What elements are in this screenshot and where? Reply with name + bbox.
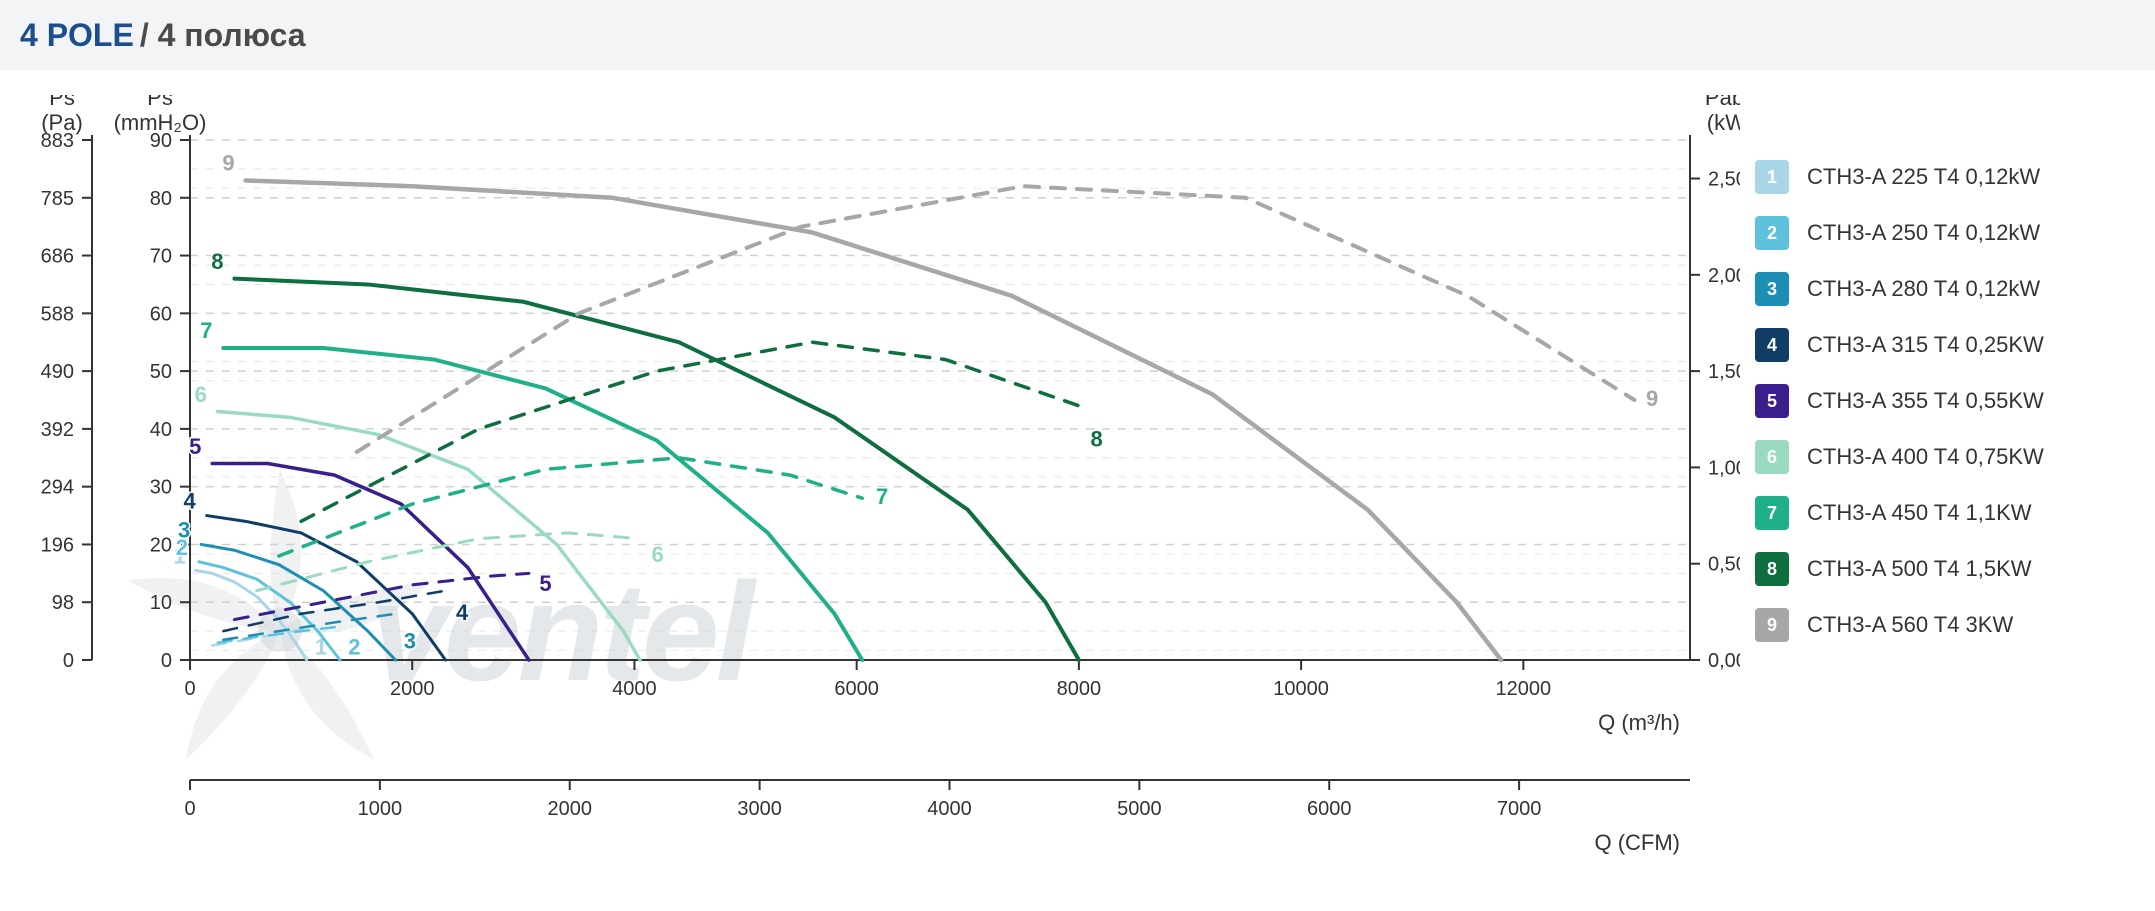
axis-x-tick-label: 4000: [612, 678, 657, 700]
axis-x-tick-label: 8000: [1057, 678, 1102, 700]
axis-y-pa-tick-label: 785: [41, 188, 74, 210]
legend-swatch-6: 6: [1755, 440, 1789, 474]
legend: 1 CTH3-A 225 T4 0,12kW 2 CTH3-A 250 T4 0,12…: [1755, 160, 2115, 664]
axis-y-mm-tick-label: 70: [150, 246, 172, 268]
legend-label-8: CTH3-A 500 T4 1,5KW: [1807, 556, 2032, 582]
axis-x-tick-label: 2000: [390, 678, 435, 700]
curve-pabs-9: [357, 186, 1635, 452]
axis-y-kw-tick-label: 1,00: [1708, 457, 1740, 479]
legend-item-5: 5 CTH3-A 355 T4 0,55KW: [1755, 384, 2115, 418]
legend-label-4: CTH3-A 315 T4 0,25KW: [1807, 332, 2044, 358]
axis-cfm-tick-label: 1000: [358, 798, 403, 820]
legend-item-4: 4 CTH3-A 315 T4 0,25KW: [1755, 328, 2115, 362]
axis-y-mm-title-bot: (mmH₂O): [114, 110, 207, 135]
axis-y-mm-title-top: Ps: [147, 95, 173, 110]
legend-swatch-8: 8: [1755, 552, 1789, 586]
legend-item-2: 2 CTH3-A 250 T4 0,12kW: [1755, 216, 2115, 250]
legend-swatch-3: 3: [1755, 272, 1789, 306]
axis-y-pa-tick-label: 294: [41, 477, 74, 499]
watermark-fan-blade: [186, 630, 280, 759]
axis-y-mm-tick-label: 40: [150, 419, 172, 441]
axis-y-mm-tick-label: 20: [150, 534, 172, 556]
curve-label-start-7: 7: [200, 318, 212, 343]
legend-item-9: 9 CTH3-A 560 T4 3KW: [1755, 608, 2115, 642]
axis-cfm-tick-label: 0: [184, 798, 195, 820]
legend-item-6: 6 CTH3-A 400 T4 0,75KW: [1755, 440, 2115, 474]
legend-label-3: CTH3-A 280 T4 0,12kW: [1807, 276, 2040, 302]
legend-item-1: 1 CTH3-A 225 T4 0,12kW: [1755, 160, 2115, 194]
curve-label-end-6: 6: [652, 542, 664, 567]
axis-x-tick-label: 6000: [834, 678, 879, 700]
axis-y-pa-tick-label: 490: [41, 361, 74, 383]
curve-pabs-8: [301, 342, 1079, 521]
axis-y-pa-title-bot: (Pa): [41, 110, 83, 135]
legend-item-7: 7 CTH3-A 450 T4 1,1KW: [1755, 496, 2115, 530]
axis-cfm-tick-label: 2000: [547, 798, 592, 820]
legend-swatch-9: 9: [1755, 608, 1789, 642]
legend-label-9: CTH3-A 560 T4 3KW: [1807, 612, 2013, 638]
title-accent: 4 POLE: [20, 17, 134, 54]
axis-y-mm-tick-label: 30: [150, 477, 172, 499]
title-bar: 4 POLE / 4 полюса: [0, 0, 2155, 70]
curve-label-end-2: 2: [348, 634, 360, 659]
axis-x-tick-label: 0: [184, 678, 195, 700]
curve-label-start-4: 4: [184, 489, 197, 514]
axis-y-pa-tick-label: 392: [41, 419, 74, 441]
curve-label-end-9: 9: [1646, 386, 1658, 411]
page-root: 4 POLE / 4 полюса ventel0200040006000800…: [0, 0, 2155, 911]
legend-swatch-1: 1: [1755, 160, 1789, 194]
curve-label-end-7: 7: [876, 484, 888, 509]
legend-label-2: CTH3-A 250 T4 0,12kW: [1807, 220, 2040, 246]
legend-item-8: 8 CTH3-A 500 T4 1,5KW: [1755, 552, 2115, 586]
axis-cfm-tick-label: 4000: [927, 798, 972, 820]
curve-label-start-3: 3: [178, 518, 190, 543]
legend-swatch-7: 7: [1755, 496, 1789, 530]
axis-y-pa-tick-label: 0: [63, 650, 74, 672]
axis-y-mm-tick-label: 60: [150, 303, 172, 325]
curve-label-end-3: 3: [404, 629, 416, 654]
legend-swatch-5: 5: [1755, 384, 1789, 418]
axis-cfm-tick-label: 5000: [1117, 798, 1162, 820]
axis-y-kw-tick-label: 0,00: [1708, 650, 1740, 672]
axis-y-pa-title-top: Ps: [49, 95, 75, 110]
legend-label-5: CTH3-A 355 T4 0,55KW: [1807, 388, 2044, 414]
legend-label-1: CTH3-A 225 T4 0,12kW: [1807, 164, 2040, 190]
axis-y-kw-tick-label: 1,50: [1708, 361, 1740, 383]
axis-x-tick-label: 12000: [1496, 678, 1552, 700]
curve-label-start-8: 8: [211, 249, 223, 274]
title-rest: / 4 полюса: [140, 17, 306, 54]
legend-swatch-2: 2: [1755, 216, 1789, 250]
curve-label-end-4: 4: [456, 600, 469, 625]
axis-y-kw-title-top: Pabs: [1705, 95, 1740, 110]
axis-y-kw-tick-label: 0,50: [1708, 554, 1740, 576]
axis-cfm-label: Q (CFM): [1594, 830, 1680, 855]
legend-item-3: 3 CTH3-A 280 T4 0,12kW: [1755, 272, 2115, 306]
legend-label-7: CTH3-A 450 T4 1,1KW: [1807, 500, 2032, 526]
axis-y-kw-title-bot: (kW): [1707, 110, 1740, 135]
legend-swatch-4: 4: [1755, 328, 1789, 362]
axis-y-pa-tick-label: 196: [41, 534, 74, 556]
curve-label-start-6: 6: [195, 382, 207, 407]
axis-y-kw-tick-label: 2,50: [1708, 169, 1740, 191]
axis-x-label: Q (m³/h): [1598, 710, 1680, 735]
axis-y-pa-tick-label: 98: [52, 592, 74, 614]
axis-y-mm-tick-label: 0: [161, 650, 172, 672]
axis-cfm-tick-label: 3000: [737, 798, 782, 820]
axis-y-kw-tick-label: 2,00: [1708, 265, 1740, 287]
axis-y-pa-tick-label: 686: [41, 246, 74, 268]
curve-label-start-9: 9: [222, 151, 234, 176]
chart-svg: ventel020004000600080001000012000Q (m³/h…: [0, 95, 1740, 885]
axis-y-mm-tick-label: 10: [150, 592, 172, 614]
legend-label-6: CTH3-A 400 T4 0,75KW: [1807, 444, 2044, 470]
axis-cfm-tick-label: 7000: [1497, 798, 1542, 820]
curve-label-end-5: 5: [539, 571, 551, 596]
axis-y-pa-tick-label: 588: [41, 303, 74, 325]
axis-x-tick-label: 10000: [1273, 678, 1329, 700]
axis-y-mm-tick-label: 50: [150, 361, 172, 383]
axis-y-mm-tick-label: 80: [150, 188, 172, 210]
curve-label-end-1: 1: [315, 634, 327, 659]
curve-label-end-8: 8: [1090, 426, 1102, 451]
axis-cfm-tick-label: 6000: [1307, 798, 1352, 820]
curve-label-start-5: 5: [189, 434, 201, 459]
